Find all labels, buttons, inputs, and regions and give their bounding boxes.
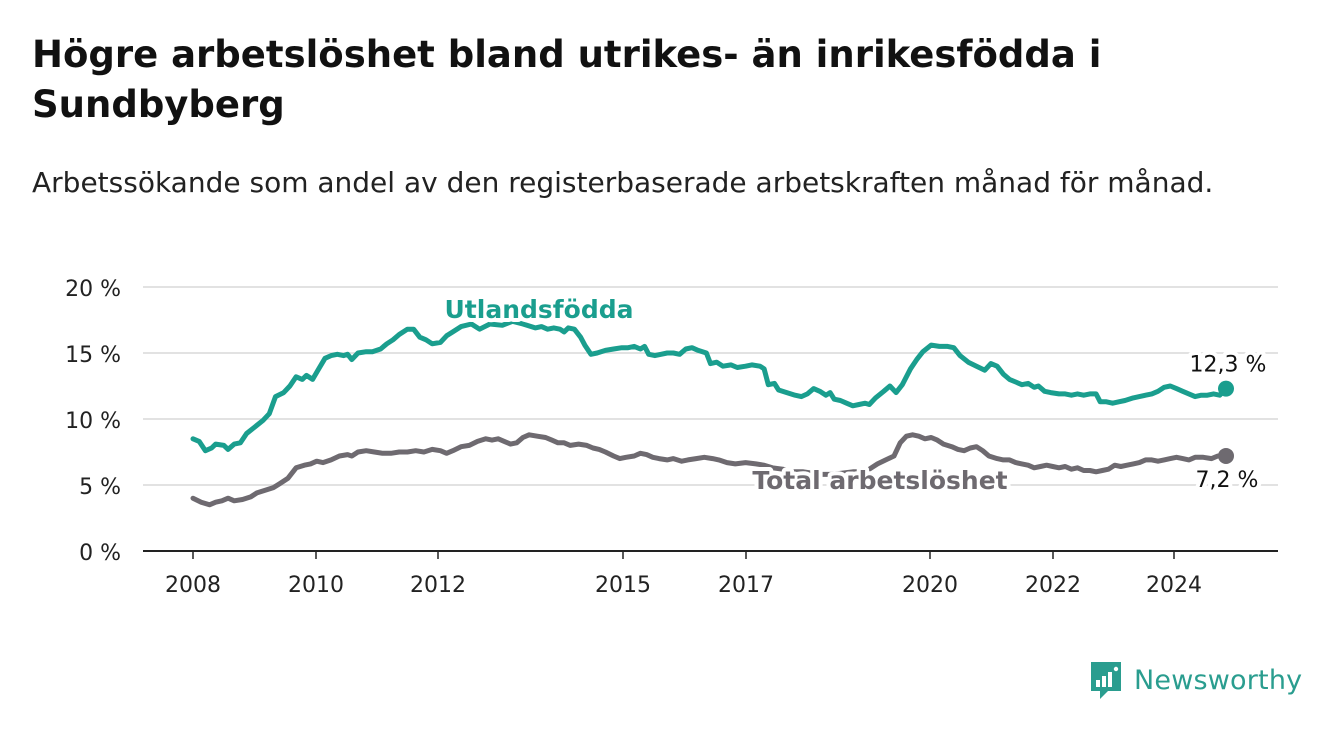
chart-title: Högre arbetslöshet bland utrikes- än inr…: [32, 33, 1102, 126]
brand-logo: Newsworthy: [1088, 660, 1302, 700]
line-chart: 0 % 5 % 10 % 15 % 20 % 2008 2010 2012 2015 2017 20…: [65, 277, 1278, 598]
series-end-point: [1218, 380, 1234, 397]
series-end-point: [1218, 447, 1234, 464]
x-tick-label: 2010: [288, 573, 344, 598]
end-label-utlandsfodda: 12,3 %: [1190, 353, 1267, 378]
end-label-utlandsfodda-halo: 12,3 %: [1190, 353, 1267, 378]
brand-name: Newsworthy: [1134, 664, 1303, 696]
series-label-utlandsfodda: Utlandsfödda: [445, 295, 634, 324]
series-label-total: Total arbetslöshet: [752, 466, 1007, 495]
x-tick-label: 2017: [718, 573, 774, 598]
series-line-total: [190, 432, 1229, 508]
end-label-total-halo: 7,2 %: [1196, 468, 1259, 493]
x-tick-label: 2015: [595, 573, 651, 598]
x-tick-label: 2008: [165, 573, 221, 598]
chart-subtitle: Arbetssökande som andel av den registerb…: [32, 166, 1214, 199]
series-line-utlandsfodda: [190, 318, 1229, 454]
x-tick-label: 2020: [902, 573, 958, 598]
y-tick-label: 15 %: [65, 343, 121, 368]
y-tick-label: 20 %: [65, 277, 121, 302]
end-label-total: 7,2 %: [1196, 468, 1259, 493]
y-tick-label: 0 %: [79, 541, 121, 566]
x-tick-label: 2012: [410, 573, 466, 598]
series-label-utlandsfodda-halo: Utlandsfödda: [445, 295, 634, 324]
bar-chart-logo-icon: [1091, 662, 1121, 699]
x-tick-label: 2024: [1146, 573, 1202, 598]
y-tick-label: 5 %: [79, 475, 121, 500]
series-label-total-halo: Total arbetslöshet: [752, 466, 1007, 495]
x-tick-label: 2022: [1025, 573, 1081, 598]
y-tick-label: 10 %: [65, 409, 121, 434]
